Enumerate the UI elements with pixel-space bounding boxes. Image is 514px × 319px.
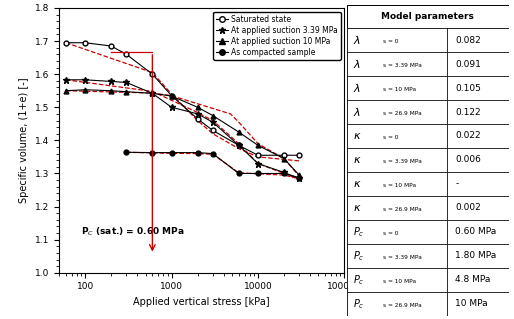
Bar	[347, 292, 447, 316]
Text: $P_c$: $P_c$	[354, 273, 365, 287]
Text: s = 0: s = 0	[382, 39, 398, 44]
Text: s = 26.9 MPa: s = 26.9 MPa	[382, 207, 421, 212]
Bar	[447, 196, 509, 220]
Bar	[447, 100, 509, 124]
Text: s = 10 MPa: s = 10 MPa	[382, 279, 416, 284]
Text: 1.80 MPa: 1.80 MPa	[455, 251, 497, 260]
Bar	[347, 244, 447, 268]
Bar	[447, 292, 509, 316]
Legend: Saturated state, At applied suction 3.39 MPa, At applied suction 10 MPa, As comp: Saturated state, At applied suction 3.39…	[213, 12, 341, 60]
Bar	[347, 100, 447, 124]
Bar	[347, 28, 447, 52]
Text: $\lambda$: $\lambda$	[354, 58, 361, 70]
Text: P$_C$ (sat.) = 0.60 MPa: P$_C$ (sat.) = 0.60 MPa	[81, 226, 185, 238]
Text: $P_c$: $P_c$	[354, 225, 365, 239]
Text: $P_c$: $P_c$	[354, 297, 365, 311]
Text: 0.105: 0.105	[455, 84, 481, 93]
Text: 0.60 MPa: 0.60 MPa	[455, 227, 497, 236]
Text: 0.002: 0.002	[455, 204, 481, 212]
Text: s = 3.39 MPa: s = 3.39 MPa	[382, 255, 421, 260]
Bar	[347, 76, 447, 100]
Bar	[447, 124, 509, 148]
Text: s = 10 MPa: s = 10 MPa	[382, 87, 416, 92]
Text: $\kappa$: $\kappa$	[354, 155, 362, 165]
Bar	[347, 196, 447, 220]
Text: $\kappa$: $\kappa$	[354, 203, 362, 213]
Bar	[447, 268, 509, 292]
Bar	[347, 148, 447, 172]
Text: s = 26.9 MPa: s = 26.9 MPa	[382, 303, 421, 308]
Text: 0.006: 0.006	[455, 155, 481, 165]
Text: 4.8 MPa: 4.8 MPa	[455, 275, 491, 284]
Text: s = 3.39 MPa: s = 3.39 MPa	[382, 159, 421, 164]
Text: 0.022: 0.022	[455, 131, 481, 140]
Text: $\kappa$: $\kappa$	[354, 131, 362, 141]
Text: -: -	[455, 180, 458, 189]
Bar	[447, 172, 509, 196]
Bar	[347, 268, 447, 292]
Text: Model parameters: Model parameters	[381, 12, 474, 21]
Text: $P_c$: $P_c$	[354, 249, 365, 263]
Text: 0.122: 0.122	[455, 108, 481, 116]
Text: $\lambda$: $\lambda$	[354, 34, 361, 46]
Text: 0.091: 0.091	[455, 60, 481, 69]
X-axis label: Applied vertical stress [kPa]: Applied vertical stress [kPa]	[134, 297, 270, 307]
Bar	[447, 28, 509, 52]
Text: s = 10 MPa: s = 10 MPa	[382, 183, 416, 188]
Text: $\lambda$: $\lambda$	[354, 82, 361, 94]
Bar	[347, 220, 447, 244]
Bar	[447, 220, 509, 244]
Text: s = 3.39 MPa: s = 3.39 MPa	[382, 63, 421, 68]
Text: $\kappa$: $\kappa$	[354, 179, 362, 189]
Y-axis label: Specific volume, (1+e) [-]: Specific volume, (1+e) [-]	[20, 78, 29, 203]
Text: $\lambda$: $\lambda$	[354, 106, 361, 118]
Bar	[347, 5, 509, 28]
Text: 10 MPa: 10 MPa	[455, 299, 488, 308]
Text: s = 0: s = 0	[382, 135, 398, 140]
Text: s = 0: s = 0	[382, 231, 398, 236]
Bar	[447, 52, 509, 76]
Bar	[447, 148, 509, 172]
Bar	[347, 52, 447, 76]
Bar	[347, 172, 447, 196]
Text: 0.082: 0.082	[455, 36, 481, 45]
Bar	[447, 76, 509, 100]
Bar	[447, 244, 509, 268]
Bar	[347, 124, 447, 148]
Text: s = 26.9 MPa: s = 26.9 MPa	[382, 111, 421, 116]
